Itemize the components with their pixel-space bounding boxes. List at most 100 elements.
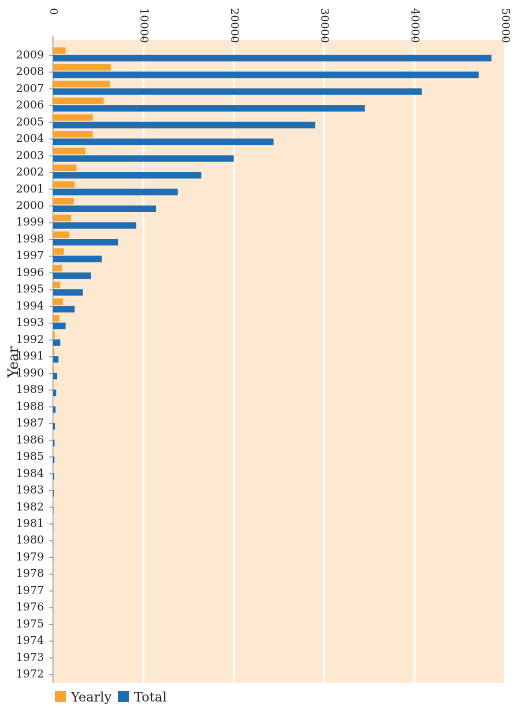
y-tick-label: 1990 xyxy=(16,366,44,379)
bar xyxy=(53,382,54,389)
bar xyxy=(53,54,492,62)
y-tick-label: 1975 xyxy=(16,617,44,630)
legend-label: Yearly xyxy=(70,691,112,706)
bar xyxy=(53,506,54,514)
bar xyxy=(53,281,61,289)
y-tick-label: 1977 xyxy=(16,584,44,597)
y-tick-label: 2007 xyxy=(16,82,44,95)
bar xyxy=(53,398,54,406)
bar xyxy=(53,121,316,129)
bar xyxy=(53,88,422,95)
bar xyxy=(53,255,102,263)
bar xyxy=(53,406,56,413)
y-tick-label: 1978 xyxy=(16,567,44,580)
bar xyxy=(53,181,75,188)
y-tick-label: 1994 xyxy=(16,299,44,312)
y-tick-label: 2008 xyxy=(16,65,44,78)
y-tick-label: 1974 xyxy=(16,634,44,647)
plot-area xyxy=(53,40,505,683)
bar xyxy=(53,155,234,162)
bar xyxy=(53,188,178,196)
bar xyxy=(53,172,202,179)
legend-swatch xyxy=(55,691,66,702)
y-tick-label: 2002 xyxy=(16,166,44,179)
bar xyxy=(53,138,274,146)
bar xyxy=(53,198,74,205)
bar xyxy=(53,248,64,255)
bar xyxy=(53,238,119,246)
bar xyxy=(53,97,104,105)
y-tick-label: 1985 xyxy=(16,450,44,463)
y-tick-label: 1995 xyxy=(16,283,44,296)
bar xyxy=(53,372,58,380)
bar xyxy=(53,389,57,397)
y-tick-label: 1979 xyxy=(16,550,44,563)
y-tick-label: 1987 xyxy=(16,417,44,430)
bar xyxy=(53,147,86,155)
y-tick-label: 2003 xyxy=(16,149,44,162)
y-tick-label: 2004 xyxy=(16,132,44,145)
y-tick-label: 1991 xyxy=(16,350,44,363)
bar xyxy=(53,114,93,121)
bar xyxy=(53,473,55,480)
bar xyxy=(53,164,77,172)
legend-swatch xyxy=(118,691,129,702)
bar xyxy=(53,423,55,430)
legend-label: Total xyxy=(134,691,167,706)
x-tick-label: 10000 xyxy=(137,8,150,43)
bar xyxy=(53,289,83,296)
bar xyxy=(53,456,55,464)
bar xyxy=(53,305,75,313)
y-tick-label: 1998 xyxy=(16,232,44,245)
y-tick-label: 1972 xyxy=(16,668,44,681)
y-tick-label: 2001 xyxy=(16,182,44,195)
x-tick-label: 20000 xyxy=(228,8,241,43)
y-tick-label: 1993 xyxy=(16,316,44,329)
bar xyxy=(53,298,63,305)
y-tick-label: 1980 xyxy=(16,534,44,547)
bar xyxy=(53,439,55,447)
bar xyxy=(53,80,110,88)
bar xyxy=(53,131,93,138)
bar xyxy=(53,71,479,79)
x-tick-label: 30000 xyxy=(318,8,331,43)
y-tick-label: 1976 xyxy=(16,601,44,614)
y-tick-label: 1996 xyxy=(16,266,44,279)
x-tick-label: 50000 xyxy=(499,8,512,43)
y-tick-label: 1983 xyxy=(16,484,44,497)
bar xyxy=(53,365,54,372)
bar xyxy=(53,264,63,272)
bar xyxy=(53,205,157,212)
bar xyxy=(53,331,55,339)
bar xyxy=(53,47,66,54)
bar xyxy=(53,322,66,330)
y-tick-label: 1984 xyxy=(16,467,44,480)
bar xyxy=(53,272,91,279)
bar xyxy=(53,339,61,346)
bar xyxy=(53,105,365,112)
y-tick-label: 1981 xyxy=(16,517,44,530)
y-tick-label: 1986 xyxy=(16,433,44,446)
bar xyxy=(53,222,137,229)
bar xyxy=(53,231,70,238)
bar xyxy=(53,214,72,222)
y-tick-label: 1973 xyxy=(16,651,44,664)
bar xyxy=(53,64,111,71)
y-tick-label: 2000 xyxy=(16,199,44,212)
bar xyxy=(53,490,54,497)
bar xyxy=(53,348,55,356)
y-tick-label: 2009 xyxy=(16,48,44,61)
bar xyxy=(53,356,59,363)
y-tick-label: 1992 xyxy=(16,333,44,346)
y-tick-label: 2005 xyxy=(16,115,44,128)
y-tick-label: 1989 xyxy=(16,383,44,396)
y-tick-label: 1999 xyxy=(16,216,44,229)
y-tick-label: 1982 xyxy=(16,500,44,513)
x-tick-label: 0 xyxy=(47,8,60,15)
y-tick-label: 1988 xyxy=(16,400,44,413)
x-tick-label: 40000 xyxy=(409,8,422,43)
y-tick-label: 2006 xyxy=(16,99,44,112)
y-axis-label: Year xyxy=(6,346,22,379)
y-tick-label: 1997 xyxy=(16,249,44,262)
